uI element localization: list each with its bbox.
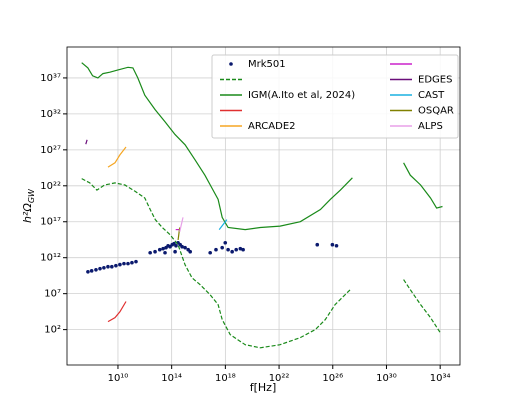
data-point: [153, 249, 157, 254]
legend-label: EDGES: [418, 75, 452, 86]
y-tick-label: 10²: [44, 325, 61, 336]
legend-swatch: [229, 62, 233, 66]
series-line: [85, 139, 88, 145]
y-tick-label: 10²²: [40, 181, 61, 192]
data-point: [94, 267, 98, 272]
y-tick-label: 10³⁷: [40, 73, 61, 84]
plot-frame: [66, 46, 461, 366]
legend-label: Mrk501: [248, 59, 286, 70]
data-point: [148, 250, 152, 255]
data-point: [163, 250, 167, 255]
data-point: [114, 263, 118, 268]
data-point: [226, 247, 230, 252]
x-tick-label: 10¹⁸: [215, 373, 236, 384]
series-line: [81, 178, 441, 349]
data-point: [161, 246, 165, 251]
y-tick-label: 10¹²: [40, 253, 61, 264]
data-point: [86, 269, 90, 274]
data-point: [208, 250, 212, 255]
series-line: [177, 227, 181, 240]
y-tick-label: 10¹⁷: [40, 217, 61, 228]
y-tick-label: 10³²: [40, 109, 61, 120]
data-point: [188, 249, 192, 254]
data-point: [234, 247, 238, 252]
data-point: [214, 247, 218, 252]
data-point: [183, 245, 187, 250]
data-point: [223, 240, 228, 245]
x-tick-label: 10¹⁴: [161, 373, 182, 384]
data-point: [126, 261, 130, 266]
x-tick-label: 10²²: [269, 373, 290, 384]
data-point: [238, 246, 243, 251]
data-point: [315, 242, 320, 247]
data-point: [334, 243, 339, 248]
data-point: [102, 265, 106, 270]
data-point: [180, 244, 184, 249]
legend-box: [211, 54, 459, 139]
legend-label: ARCADE2: [248, 121, 296, 132]
data-point: [106, 264, 110, 269]
data-point: [230, 249, 234, 254]
legend-label: OSQAR: [418, 106, 454, 117]
data-point: [89, 269, 94, 273]
data-point: [122, 261, 126, 266]
legend-label: IGM(A.Ito et al, 2024): [248, 90, 355, 101]
data-point: [241, 247, 245, 252]
x-axis-label: f[Hz]: [250, 381, 277, 394]
data-point: [134, 259, 138, 264]
x-tick-label: 10³⁴: [430, 373, 451, 384]
y-tick-label: 10⁷: [44, 289, 61, 300]
series-line: [81, 62, 443, 231]
y-tick-label: 10²⁷: [40, 145, 61, 156]
series-line: [107, 146, 127, 168]
data-point: [130, 260, 134, 265]
data-point: [110, 264, 114, 269]
x-tick-label: 10¹⁰: [108, 373, 129, 384]
legend-label: ALPS: [418, 121, 443, 132]
x-tick-label: 10²⁶: [322, 373, 343, 384]
data-point: [174, 243, 178, 248]
legend-label: CAST: [418, 90, 445, 101]
y-axis-label: h²ΩGW: [21, 188, 36, 223]
data-point: [173, 249, 177, 254]
data-point: [157, 247, 162, 252]
data-point: [98, 266, 102, 271]
series-line: [218, 219, 228, 230]
data-point: [330, 242, 335, 247]
series-line: [107, 301, 127, 323]
series-line: [179, 217, 184, 232]
data-point: [118, 262, 122, 267]
data-point: [220, 245, 224, 250]
x-tick-label: 10³⁰: [376, 373, 397, 384]
